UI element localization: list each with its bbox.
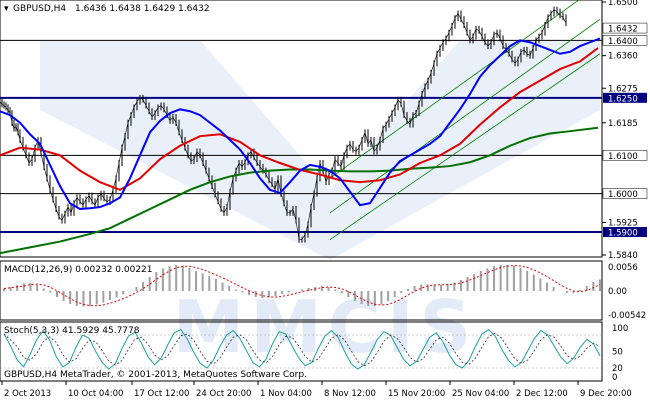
time-tick-label: 9 Dec 20:00 [580, 389, 632, 399]
watermark-text: MMCIS [173, 285, 478, 369]
macd-panel[interactable]: 0.0056 0.00 -0.00542 [0, 260, 646, 321]
stoch-tick-label: 20 [612, 364, 623, 374]
stoch-panel-frame [0, 321, 603, 382]
time-axis: 2 Oct 2013 10 Oct 04:00 17 Oct 12:00 24 Oct… [1, 381, 632, 399]
level-label-box [602, 150, 648, 161]
time-tick-label: 10 Oct 04:00 [68, 389, 123, 399]
time-tick-label: 8 Nov 12:00 [324, 389, 376, 399]
stoch-tick-label: 0 [612, 373, 617, 383]
current-price-box [602, 22, 648, 34]
level-label: 1.6100 [608, 152, 638, 162]
price-line [0, 9, 567, 240]
stoch-signal-line [3, 332, 601, 367]
price-tick-label: 1.6185 [608, 119, 638, 129]
stoch-tick-label: 100 [612, 324, 628, 334]
ma-slow-line [0, 126, 599, 255]
price-tick-label: 1.5925 [608, 218, 638, 228]
time-tick-label: 2 Dec 12:00 [516, 389, 568, 399]
time-tick-label: 24 Oct 20:00 [196, 389, 251, 399]
stoch-tick-label: 50 [612, 348, 623, 358]
level-label: 1.6400 [608, 37, 638, 47]
macd-tick-label: 0.00 [608, 287, 627, 297]
macd-axis: 0.0056 0.00 -0.00542 [608, 263, 646, 321]
stoch-panel[interactable]: 100 50 200 [0, 321, 628, 383]
level-label: 1.6000 [608, 190, 638, 200]
time-tick-label: 17 Oct 12:00 [134, 389, 189, 399]
ohlc-label: 1.6436 1.6438 1.6429 1.6432 [75, 4, 210, 14]
level-label: 1.6250 [608, 94, 638, 104]
price-tick-label: 1.6360 [608, 52, 638, 62]
time-tick-label: 1 Nov 04:00 [260, 389, 312, 399]
level-label-box [603, 92, 647, 103]
stoch-main-line [3, 328, 601, 370]
price-tick-label: 1.6500 [608, 0, 638, 8]
channel-line [329, 53, 601, 240]
macd-signal-line [3, 264, 601, 307]
stoch-series [0, 328, 602, 370]
channel-line [329, 0, 580, 179]
watermark-logo: MMCIS [40, 40, 600, 369]
level-label-box [603, 227, 647, 237]
level-label-box [602, 188, 648, 199]
macd-tick-label: -0.00542 [608, 311, 646, 321]
macd-series [3, 264, 601, 307]
price-tick-label: 1.5840 [608, 251, 638, 261]
macd-label: MACD(12,26,9) 0.00232 0.00221 [4, 265, 153, 275]
price-panel[interactable]: 1.6500 1.6360 1.6275 1.6185 1.6000 1.5925 1.58… [0, 0, 648, 261]
ma-fast-line [0, 37, 601, 211]
level-label-box [602, 35, 648, 46]
macd-tick-label: 0.0056 [608, 263, 638, 273]
symbol-label: GBPUSD,H4 [13, 4, 66, 14]
price-panel-frame [0, 0, 603, 258]
watermark-shape [40, 40, 600, 260]
horizontal-levels [0, 39, 602, 233]
current-price-label: 1.6432 [608, 25, 638, 35]
footer-copyright: GBPUSD,H4 MetaTrader, © 2001-2013, MetaQ… [4, 370, 307, 380]
time-tick-label: 15 Nov 20:00 [388, 389, 445, 399]
time-tick-label: 25 Nov 04:00 [452, 389, 509, 399]
stoch-axis: 100 50 200 [612, 324, 628, 383]
stoch-label: Stoch(5,3,3) 41.5929 45.7778 [4, 326, 140, 336]
price-tick-label: 1.6275 [608, 84, 638, 94]
chart-collapse-icon[interactable]: ▾ [4, 4, 9, 14]
macd-panel-frame [0, 260, 603, 321]
time-tick-label: 2 Oct 2013 [4, 389, 51, 399]
moving-averages [0, 37, 601, 255]
level-label: 1.5900 [608, 229, 638, 239]
price-series [0, 6, 567, 243]
price-axis: 1.6500 1.6360 1.6275 1.6185 1.6000 1.5925 1.58… [602, 0, 648, 261]
